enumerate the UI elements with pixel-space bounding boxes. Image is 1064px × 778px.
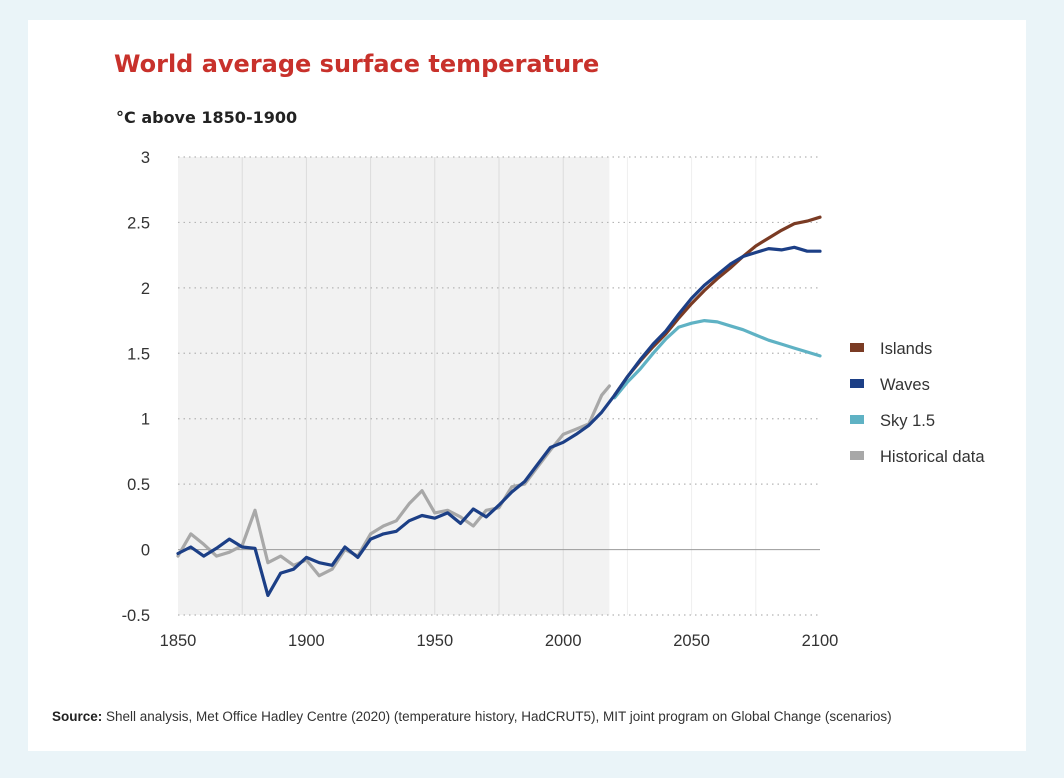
y-tick-label: 2	[141, 280, 150, 298]
y-tick-label: 0.5	[127, 476, 150, 494]
legend-label-islands: Islands	[880, 340, 932, 358]
y-tick-label: 1.5	[127, 345, 150, 363]
x-tick-label: 2100	[802, 632, 839, 650]
y-tick-label: 3	[141, 149, 150, 167]
historical-shade-rect	[178, 157, 610, 615]
chart-title: World average surface temperature	[114, 50, 600, 78]
historical-period-shade	[178, 157, 610, 615]
x-tick-label: 1850	[160, 632, 197, 650]
legend: Islands Waves Sky 1.5 Historical data	[850, 340, 985, 466]
legend-label-historical-data: Historical data	[880, 448, 985, 466]
legend-swatch-sky-1-5	[850, 415, 864, 424]
legend-label-waves: Waves	[880, 376, 930, 394]
y-tick-label: 1	[141, 411, 150, 429]
x-tick-label: 2050	[673, 632, 710, 650]
y-axis-ticks: -0.5 0 0.5 1 1.5 2 2.5 3	[122, 149, 150, 625]
temperature-chart: -0.5 0 0.5 1 1.5 2 2.5 3 1850 1900 1950 2000 2050 21…	[122, 149, 986, 650]
legend-swatch-waves	[850, 379, 864, 388]
series-line-islands	[612, 215, 822, 397]
series-line-sky-1-5	[612, 319, 822, 400]
y-tick-label: 2.5	[127, 214, 150, 232]
x-tick-label: 2000	[545, 632, 582, 650]
horizontal-gridlines	[178, 156, 820, 616]
chart-card: World average surface temperature °C abo…	[28, 20, 1026, 751]
y-tick-label: -0.5	[122, 607, 150, 625]
legend-swatch-historical-data	[850, 451, 864, 460]
source-label: Source:	[52, 709, 103, 724]
x-tick-label: 1900	[288, 632, 325, 650]
source-note: Source: Shell analysis, Met Office Hadle…	[52, 709, 892, 724]
y-tick-label: 0	[141, 542, 150, 560]
legend-swatch-islands	[850, 343, 864, 352]
x-tick-label: 1950	[416, 632, 453, 650]
legend-label-sky-1-5: Sky 1.5	[880, 412, 935, 430]
y-axis-units-label: °C above 1850-1900	[116, 108, 298, 127]
series-line-waves	[176, 245, 822, 598]
vertical-gridlines	[241, 157, 757, 615]
x-axis-ticks: 1850 1900 1950 2000 2050 2100	[160, 632, 839, 650]
series-lines	[176, 215, 822, 598]
source-text: Shell analysis, Met Office Hadley Centre…	[102, 709, 892, 724]
